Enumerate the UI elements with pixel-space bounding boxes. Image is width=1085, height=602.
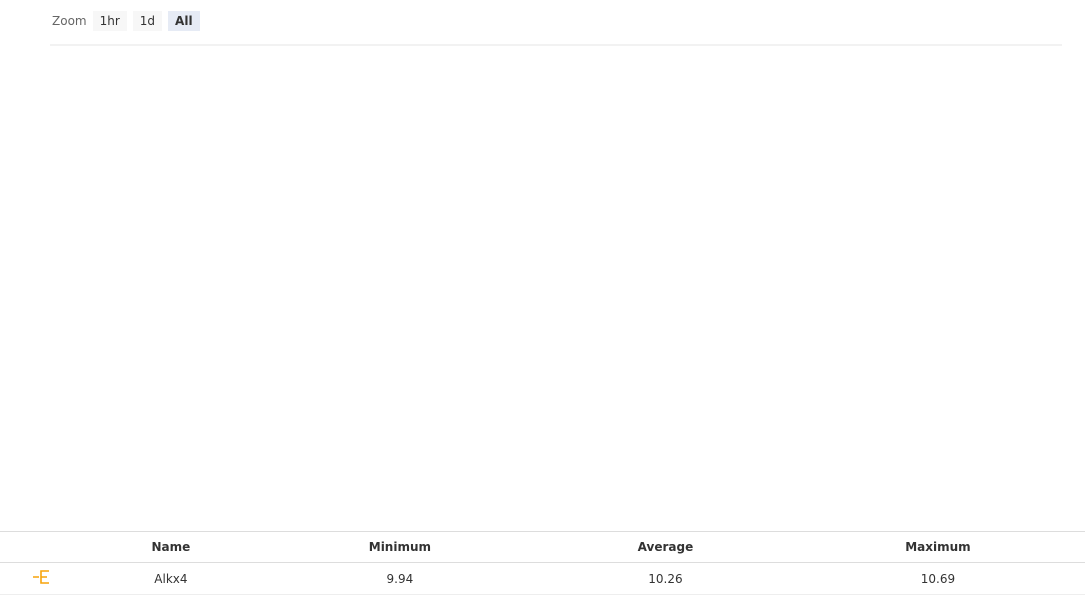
zoom-button[interactable]: 1hr xyxy=(92,11,127,31)
header: Name xyxy=(82,531,260,563)
zoom-bar: Zoom 1hr 1d All xyxy=(52,10,200,32)
cell: Alkx4 xyxy=(82,562,260,595)
zoom-label: Zoom xyxy=(52,14,87,28)
zoom-button[interactable]: All xyxy=(168,11,200,31)
series-icon xyxy=(0,562,82,595)
row: Alkx4 9.94 10.26 10.69 xyxy=(0,562,1085,595)
icon xyxy=(33,570,49,584)
zoom-button[interactable]: 1d xyxy=(132,11,163,31)
cell: 10.26 xyxy=(539,562,791,595)
header-row: Name Minimum Average Maximum xyxy=(0,531,1085,563)
chart: Alkx4: 10 xyxy=(50,44,1062,46)
header: Minimum xyxy=(259,531,540,563)
header: Maximum xyxy=(790,531,1085,563)
header: Average xyxy=(539,531,791,563)
icon-cell xyxy=(0,531,82,563)
cell: 10.69 xyxy=(790,562,1085,595)
cell: 9.94 xyxy=(259,562,540,595)
summary-table: Name Minimum Average Maximum Alkx4 9.94 … xyxy=(0,531,1085,595)
